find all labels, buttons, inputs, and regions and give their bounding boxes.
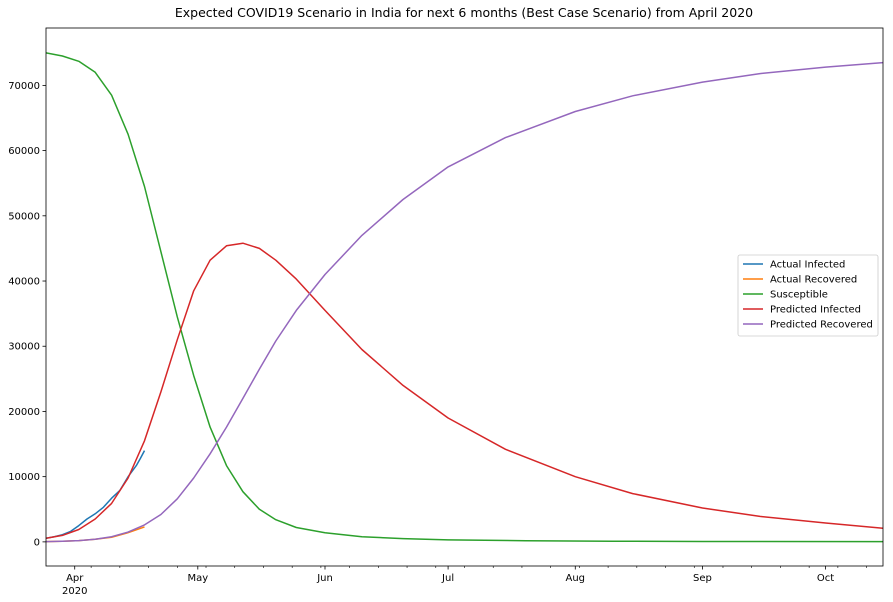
x-tick-label: Sep xyxy=(693,573,712,584)
y-tick-label: 40000 xyxy=(8,277,40,288)
y-tick-label: 60000 xyxy=(8,146,40,157)
series-line-susceptible xyxy=(46,52,883,543)
x-tick-label: Jul xyxy=(441,573,454,584)
y-tick-label: 0 xyxy=(34,537,40,548)
series-line-predicted-recovered xyxy=(46,61,883,543)
series-line-actual-infected xyxy=(46,450,146,539)
chart-legend: Actual Infected Actual Recovered Susceptib… xyxy=(737,254,879,337)
legend-label-actual-recovered: Actual Recovered xyxy=(770,275,857,286)
y-tick-label: 30000 xyxy=(8,342,40,353)
x-tick-label: Aug xyxy=(566,573,586,584)
y-tick-label: 20000 xyxy=(8,407,40,418)
legend-label-predicted-infected: Predicted Infected xyxy=(770,305,861,316)
axes-layer: 0 10000 20000 30000 40000 50000 60000 70000 Apr 2… xyxy=(8,27,884,597)
y-tick-label: 70000 xyxy=(8,81,40,92)
series-line-predicted-infected xyxy=(46,242,883,539)
legend-label-actual-infected: Actual Infected xyxy=(770,260,845,271)
y-tick-label: 10000 xyxy=(8,472,40,483)
series-layer xyxy=(46,52,883,543)
x-tick-label: May xyxy=(187,573,208,584)
chart-title: Expected COVID19 Scenario in India for n… xyxy=(175,5,753,20)
x-tick-label: Oct xyxy=(817,573,834,584)
legend-label-predicted-recovered: Predicted Recovered xyxy=(770,320,873,331)
y-tick-label: 50000 xyxy=(8,211,40,222)
x-tick-label: Apr xyxy=(66,573,84,584)
legend-box xyxy=(737,254,879,337)
x-tick-sublabel: 2020 xyxy=(62,586,87,597)
x-tick-label: Jun xyxy=(316,573,333,584)
legend-label-susceptible: Susceptible xyxy=(770,290,828,301)
